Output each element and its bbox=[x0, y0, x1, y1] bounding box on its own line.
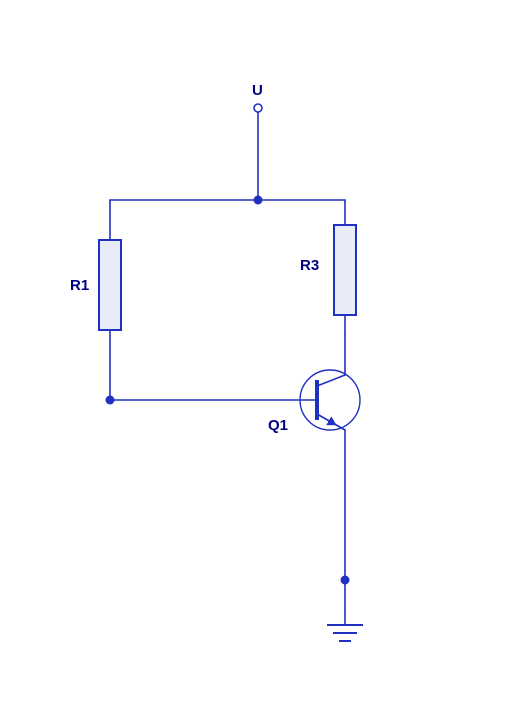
label-q1: Q1 bbox=[268, 417, 288, 434]
label-r3: R3 bbox=[300, 257, 319, 274]
circuit-schematic: U R1 R3 Q1 bbox=[0, 0, 510, 713]
label-r1: R1 bbox=[70, 277, 89, 294]
label-u: U bbox=[252, 82, 263, 99]
